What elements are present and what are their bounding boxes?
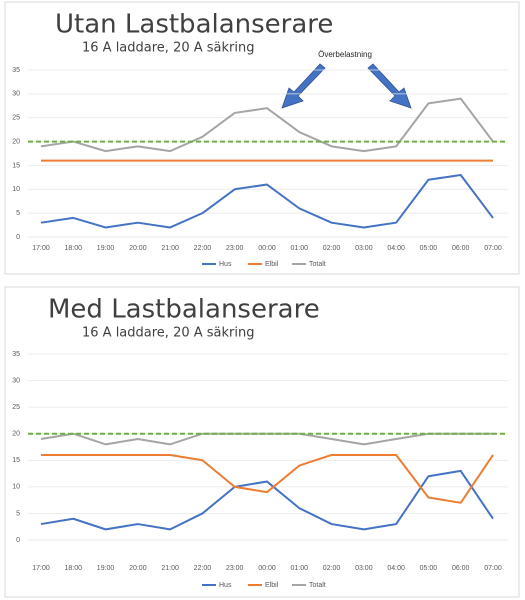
x-tick-label: 01:00: [291, 245, 309, 252]
y-tick-label: 10: [12, 484, 20, 491]
legend-label: Hus: [219, 582, 232, 589]
x-tick-label: 00:00: [258, 565, 276, 572]
x-tick-label: 01:00: [291, 565, 309, 572]
x-tick-label: 02:00: [323, 245, 341, 252]
y-tick-label: 0: [16, 234, 20, 241]
y-tick-label: 10: [12, 186, 20, 193]
chart-subtitle: 16 A laddare, 20 A säkring: [82, 41, 255, 56]
y-tick-label: 20: [12, 431, 20, 438]
x-tick-label: 18:00: [65, 565, 83, 572]
x-tick-label: 21:00: [161, 245, 179, 252]
chart-frame: [4, 286, 520, 598]
y-tick-label: 20: [12, 138, 20, 145]
annotation-arrow: [367, 63, 412, 109]
x-tick-label: 06:00: [452, 565, 470, 572]
y-tick-label: 30: [12, 377, 20, 384]
x-tick-label: 02:00: [323, 565, 341, 572]
x-tick-label: 23:00: [226, 245, 244, 252]
y-tick-label: 35: [12, 351, 20, 358]
x-tick-label: 19:00: [97, 245, 115, 252]
series-line: [40, 432, 493, 446]
series-line: [40, 97, 494, 153]
legend-label: Totalt: [309, 582, 326, 589]
chart-subtitle: 16 A laddare, 20 A säkring: [82, 326, 255, 341]
chart-title: Utan Lastbalanserare: [55, 10, 333, 40]
chart-title: Med Lastbalanserare: [48, 295, 320, 325]
legend-label: Elbil: [265, 582, 279, 589]
y-tick-label: 25: [12, 115, 20, 122]
y-tick-label: 15: [12, 162, 20, 169]
series-line: [40, 469, 494, 531]
y-tick-label: 30: [12, 91, 20, 98]
x-tick-label: 17:00: [32, 245, 50, 252]
x-tick-label: 18:00: [65, 245, 83, 252]
series-line: [41, 453, 494, 504]
y-tick-label: 15: [12, 457, 20, 464]
y-tick-label: 0: [16, 537, 20, 544]
annotation-arrow: [281, 63, 326, 109]
legend-label: Elbil: [265, 261, 279, 268]
x-tick-label: 17:00: [32, 565, 50, 572]
y-tick-label: 5: [16, 210, 20, 217]
y-tick-label: 35: [12, 67, 20, 74]
x-tick-label: 21:00: [161, 565, 179, 572]
x-tick-label: 04:00: [387, 565, 405, 572]
chart-frame: [4, 1, 520, 275]
y-tick-label: 5: [16, 510, 20, 517]
x-tick-label: 05:00: [420, 245, 438, 252]
x-tick-label: 22:00: [194, 565, 212, 572]
legend-label: Totalt: [309, 261, 326, 268]
x-tick-label: 06:00: [452, 245, 470, 252]
x-tick-label: 07:00: [484, 565, 502, 572]
x-tick-label: 04:00: [387, 245, 405, 252]
x-tick-label: 23:00: [226, 565, 244, 572]
x-tick-label: 22:00: [194, 245, 212, 252]
x-tick-label: 07:00: [484, 245, 502, 252]
x-tick-label: 05:00: [420, 565, 438, 572]
x-tick-label: 00:00: [258, 245, 276, 252]
x-tick-label: 20:00: [129, 245, 147, 252]
legend-label: Hus: [219, 261, 232, 268]
series-line: [40, 173, 494, 229]
x-tick-label: 03:00: [355, 565, 373, 572]
x-tick-label: 03:00: [355, 245, 373, 252]
y-tick-label: 25: [12, 404, 20, 411]
x-tick-label: 20:00: [129, 565, 147, 572]
annotation: Överbelastning: [318, 50, 372, 59]
x-tick-label: 19:00: [97, 565, 115, 572]
